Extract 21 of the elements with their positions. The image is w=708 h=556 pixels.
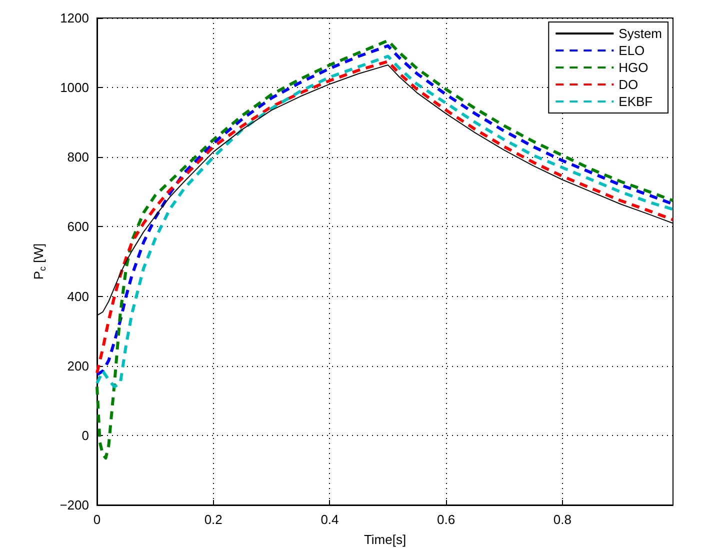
y-tick-label: −200 (60, 498, 89, 512)
y-tick-label: 600 (67, 219, 89, 234)
legend-label: System (618, 26, 662, 41)
legend-label: ELO (618, 43, 645, 58)
line-series (96, 39, 674, 460)
x-tick-label: 0 (93, 512, 101, 527)
x-tick-label: 0.2 (204, 512, 222, 527)
y-tick-label: 400 (67, 288, 89, 304)
x-tick-label: 0.8 (553, 512, 572, 527)
y-tick-label: 1200 (60, 10, 89, 26)
y-tick-label: 200 (67, 358, 89, 374)
legend-label: EKBF (618, 94, 653, 109)
y-axis-title: Pc [W] (31, 243, 48, 280)
x-tick-label: 0.6 (437, 512, 456, 527)
y-tick-label: 0 (82, 428, 89, 443)
x-axis-title: Time[s] (364, 532, 406, 547)
x-tick-label: 0.4 (320, 512, 339, 527)
y-tick-label: 1000 (60, 80, 89, 96)
legend-label: HGO (618, 60, 648, 75)
y-tick-label: 800 (67, 150, 89, 165)
legend-label: DO (618, 77, 638, 92)
